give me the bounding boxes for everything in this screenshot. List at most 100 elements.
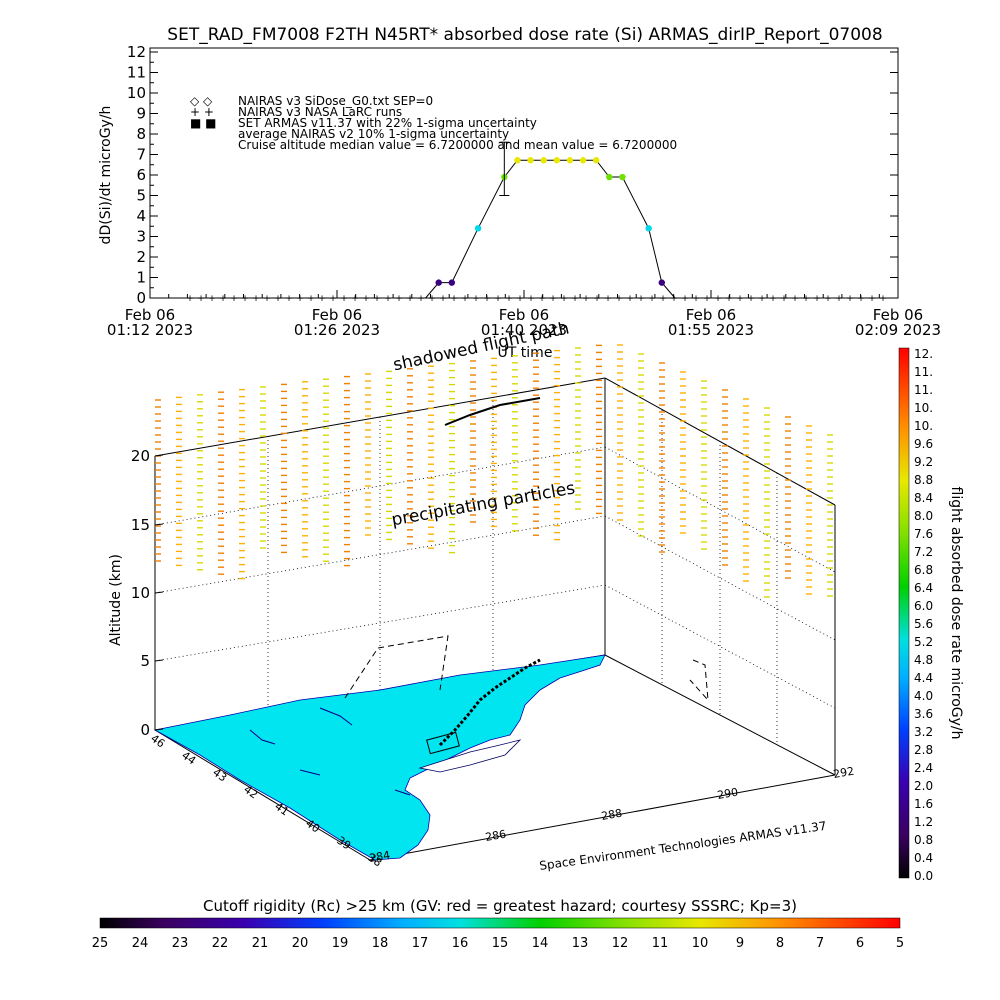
dose-colorbar-tick-label: 0.0: [914, 869, 933, 883]
longitude-tick-label: 290: [716, 786, 739, 802]
altitude-tick-label: 20: [131, 447, 150, 465]
dose-colorbar-tick-label: 6.0: [914, 599, 933, 613]
baseline-marker: +: [857, 294, 865, 304]
dose-colorbar-tick-label: 10.: [914, 419, 933, 433]
dose-colorbar-ticks: 12. 11. 11. 10. 10. 9.6 9.2 8.8 8.4 8.0 7.6 7.2 6.8 6…: [914, 347, 933, 883]
baseline-marker: +: [296, 294, 304, 304]
legend-entry: NAIRAS v3 SiDose_G0.txt SEP=0: [238, 94, 433, 108]
baseline-marker: +: [494, 294, 502, 304]
armas-data-point: [619, 173, 626, 181]
dose-colorbar-tick-label: 5.2: [914, 635, 933, 649]
y-tick-label: 8: [136, 125, 146, 143]
baseline-marker: +: [868, 294, 876, 304]
precipitating-particles-columns: [155, 344, 833, 598]
longitude-tick-label: 286: [484, 828, 507, 844]
longitude-tick-label: 284: [368, 849, 391, 865]
y-tick-label: 3: [136, 228, 146, 246]
baseline-marker: +: [681, 294, 689, 304]
baseline-marker: +: [802, 294, 810, 304]
baseline-marker: +: [846, 294, 854, 304]
baseline-marker: +: [230, 294, 238, 304]
baseline-marker: +: [736, 294, 744, 304]
baseline-marker: +: [340, 294, 348, 304]
dose-colorbar-tick-label: 2.4: [914, 761, 933, 775]
baseline-marker: +: [285, 294, 293, 304]
credit-label: Space Environment Technologies ARMAS v11…: [538, 819, 827, 873]
legend-entry: SET ARMAS v11.37 with 22% 1-sigma uncert…: [238, 116, 537, 130]
baseline-marker: +: [395, 294, 403, 304]
rigidity-colorbar-tick-label: 24: [132, 936, 149, 951]
rigidity-colorbar-tick-label: 8: [776, 936, 784, 951]
x-tick-label-time: 01:26 2023: [294, 321, 380, 339]
altitude-axis-label: Altitude (km): [108, 554, 124, 646]
rigidity-colorbar-tick-label: 5: [896, 936, 904, 951]
rigidity-colorbar-tick-label: 19: [332, 936, 349, 951]
chart-title: SET_RAD_FM7008 F2TH N45RT* absorbed dose…: [167, 25, 882, 45]
rigidity-colorbar-tick-label: 12: [612, 936, 629, 951]
shadowed-flight-path-side: [689, 659, 709, 702]
legend-entry: average NAIRAS v2 10% 1-sigma uncertaint…: [238, 127, 509, 141]
baseline-marker: +: [769, 294, 777, 304]
armas-data-point: [606, 173, 613, 181]
armas-series-points: [435, 157, 665, 286]
x-tick-label-time: 02:09 2023: [855, 321, 941, 339]
baseline-marker: +: [670, 294, 678, 304]
baseline-marker: +: [648, 294, 656, 304]
baseline-marker: +: [626, 294, 634, 304]
baseline-marker: +: [384, 294, 392, 304]
baseline-marker: +: [439, 294, 447, 304]
x-tick-label-date: Feb 06: [312, 306, 362, 324]
baseline-marker: +: [472, 294, 480, 304]
flight-endpoint-box: [426, 731, 460, 755]
rigidity-colorbar-tick-label: 21: [252, 936, 269, 951]
baseline-marker: +: [428, 294, 436, 304]
longitude-tick-label: 288: [600, 807, 623, 823]
map-coast-lines: [249, 707, 411, 796]
rigidity-colorbar-tick-label: 10: [692, 936, 709, 951]
dose-colorbar-tick-label: 12.: [914, 347, 933, 361]
armas-data-point: [592, 157, 600, 164]
baseline-marker: +: [318, 294, 326, 304]
baseline-marker: +: [659, 294, 667, 304]
baseline-marker: +: [241, 294, 249, 304]
baseline-marker: +: [351, 294, 359, 304]
map-land: [153, 654, 606, 861]
rigidity-colorbar-tick-label: 7: [816, 936, 824, 951]
dose-colorbar-tick-label: 6.4: [914, 581, 933, 595]
baseline-marker: +: [252, 294, 260, 304]
y-tick-label: 11: [127, 64, 146, 82]
x-tick-label-date: Feb 06: [686, 306, 736, 324]
flight-track: [438, 658, 541, 747]
dose-colorbar-tick-label: 7.2: [914, 545, 933, 559]
dose-colorbar-tick-label: 11.: [914, 383, 933, 397]
dose-colorbar-tick-label: 2.8: [914, 743, 933, 757]
baseline-marker: +: [714, 294, 722, 304]
armas-data-point: [645, 225, 652, 232]
armas-data-point: [553, 157, 561, 164]
baseline-marker: +: [758, 294, 766, 304]
x-tick-label-date: Feb 06: [873, 306, 923, 324]
baseline-marker: +: [571, 294, 579, 304]
baseline-marker: +: [516, 294, 524, 304]
rigidity-colorbar-tick-label: 16: [452, 936, 469, 951]
top-x-axis-label: UT time: [498, 345, 553, 361]
armas-series-line: [425, 159, 676, 299]
rigidity-colorbar-tick-label: 18: [372, 936, 389, 951]
dose-colorbar-tick-label: 1.6: [914, 797, 933, 811]
y-tick-label: 5: [136, 187, 146, 205]
baseline-marker: +: [527, 294, 535, 304]
baseline-marker: +: [725, 294, 733, 304]
baseline-marker: +: [505, 294, 513, 304]
y-tick-label: 2: [136, 248, 146, 266]
dose-colorbar-tick-label: 2.0: [914, 779, 933, 793]
baseline-marker: +: [417, 294, 425, 304]
rigidity-colorbar-tick-label: 22: [212, 936, 229, 951]
armas-data-point: [579, 157, 587, 164]
rigidity-colorbar-tick-label: 23: [172, 936, 189, 951]
baseline-marker: +: [307, 294, 315, 304]
baseline-marker: +: [538, 294, 546, 304]
nairas-baseline-markers: + + + + + + + + + + + + + + + + + + + + + + + + + + + + + + + + + + + + + + + +…: [186, 294, 887, 304]
altitude-tick-mark: [154, 728, 164, 731]
